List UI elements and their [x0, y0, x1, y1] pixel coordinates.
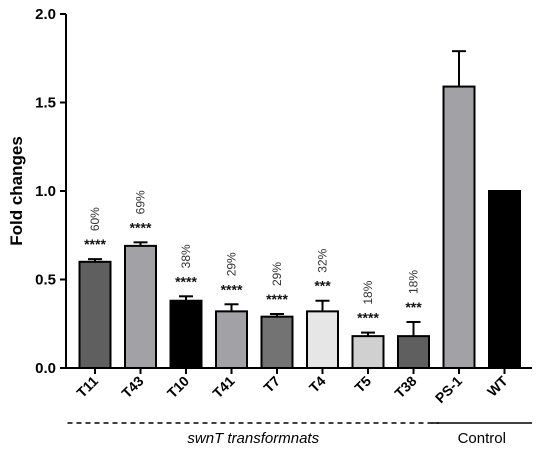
y-tick-label: 0.5 — [35, 272, 56, 289]
bar-ps-1 — [442, 85, 476, 369]
significance-label: **** — [130, 219, 152, 235]
percent-label: 18% — [407, 270, 421, 294]
y-tick-label: 0.0 — [35, 360, 56, 377]
x-tick-label: T38 — [391, 373, 420, 402]
percent-label: 60% — [88, 207, 102, 231]
percent-label: 69% — [134, 190, 148, 214]
significance-label: **** — [357, 310, 379, 326]
y-tick-label: 2.0 — [35, 6, 56, 23]
significance-label: **** — [175, 273, 197, 289]
significance-label: **** — [221, 281, 243, 297]
significance-label: **** — [84, 236, 106, 252]
bar-t5 — [351, 335, 385, 370]
group-label: Control — [458, 430, 506, 447]
x-tick-label: T4 — [306, 373, 329, 396]
y-tick-label: 1.0 — [35, 183, 56, 200]
bar-t38 — [397, 335, 430, 370]
significance-label: *** — [314, 278, 331, 294]
x-tick-label: WT — [484, 372, 511, 399]
percent-label: 18% — [361, 280, 375, 304]
percent-label: 29% — [270, 262, 284, 286]
group-brackets: swnT transformnats Control — [67, 422, 532, 447]
bar-t7 — [260, 315, 294, 370]
significance-label: *** — [405, 299, 422, 315]
bar-t10 — [169, 299, 203, 369]
bar-t43 — [124, 244, 157, 369]
y-tick-label: 1.5 — [35, 95, 56, 112]
percent-label: 32% — [316, 248, 330, 272]
x-tick-label: T10 — [164, 373, 193, 402]
significance-label: **** — [266, 291, 288, 307]
percent-label: 38% — [179, 244, 193, 268]
y-axis-label: Fold changes — [7, 136, 26, 246]
x-tick-label: PS-1 — [432, 373, 465, 406]
bar-t4 — [306, 310, 339, 369]
x-tick-label: T41 — [209, 373, 238, 402]
bar-t11 — [78, 260, 112, 369]
bar-wt — [488, 190, 521, 369]
x-tick-label: T43 — [118, 373, 147, 402]
bar-annotations: **** 60% **** 69% **** 38% **** 29% **** 29% *** 32… — [84, 190, 422, 326]
group-label: swnT transformnats — [187, 430, 319, 447]
percent-label: 29% — [225, 252, 239, 276]
x-tick-label: T7 — [260, 373, 283, 396]
bar-t41 — [215, 310, 248, 369]
x-tick-label: T5 — [351, 373, 374, 396]
x-tick-label: T11 — [73, 373, 101, 401]
bars — [78, 50, 521, 370]
